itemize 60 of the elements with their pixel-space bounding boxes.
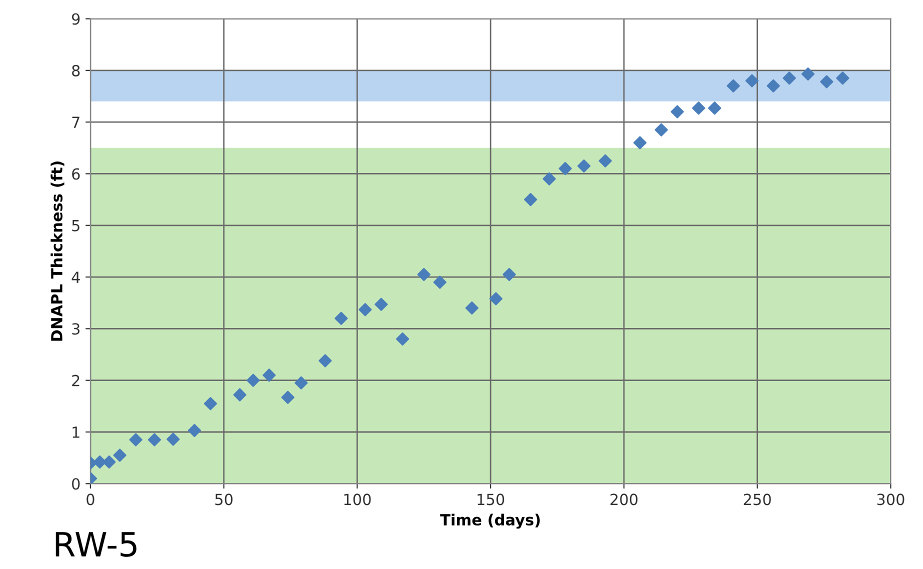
point (801, 67, 815, 81)
point (745, 74, 759, 88)
y-tick-label: 8 (72, 64, 80, 76)
point (188, 424, 202, 438)
x-tick-label: 150 (478, 494, 504, 506)
point (524, 192, 538, 206)
point (820, 75, 834, 88)
x-tick-label: 200 (610, 494, 638, 506)
point (542, 172, 556, 186)
point (281, 390, 294, 404)
point (262, 368, 276, 382)
x-axis-title: Time (days) (440, 514, 540, 529)
point (113, 448, 126, 462)
y-tick-label: 9 (72, 13, 80, 25)
y-tick-label: 2 (72, 374, 80, 386)
y-tick-label: 0 (72, 478, 80, 490)
point (433, 276, 446, 289)
point (318, 354, 332, 368)
x-tick-label: 0 (86, 494, 94, 506)
x-tick-label: 300 (877, 494, 904, 506)
point (246, 374, 260, 387)
y-tick-label: 3 (72, 323, 80, 335)
y-axis-title: DNAPL Thickness (ft) (50, 162, 64, 341)
point (129, 433, 142, 446)
point (204, 397, 218, 410)
point (233, 388, 246, 402)
y-tick-label: 5 (72, 220, 80, 232)
point (598, 154, 612, 168)
point (692, 102, 706, 115)
point (558, 162, 572, 176)
text: RW-5 (56, 532, 136, 557)
point (766, 79, 780, 93)
point (633, 136, 647, 150)
point (294, 376, 308, 390)
y-tick-label: 6 (72, 168, 80, 180)
y-tick-label: 1 (72, 426, 80, 438)
point (465, 301, 478, 315)
y-tick-label: 4 (72, 272, 80, 283)
point (489, 292, 502, 306)
point (166, 432, 180, 446)
point (708, 102, 722, 115)
x-tick-label: 50 (215, 494, 233, 506)
point (577, 159, 591, 173)
point (93, 455, 106, 469)
point (148, 433, 162, 446)
point (502, 268, 516, 282)
x-tick-label: 250 (744, 494, 771, 506)
point (726, 79, 740, 93)
point (396, 332, 410, 346)
point (334, 312, 348, 325)
point (417, 268, 430, 282)
y-tick-label: 7 (72, 116, 80, 128)
point (358, 302, 372, 316)
point (670, 105, 684, 118)
point (102, 455, 116, 469)
x-tick-label: 100 (344, 494, 371, 506)
point (654, 123, 668, 136)
point (782, 72, 796, 85)
point (374, 298, 388, 312)
point (836, 72, 850, 85)
